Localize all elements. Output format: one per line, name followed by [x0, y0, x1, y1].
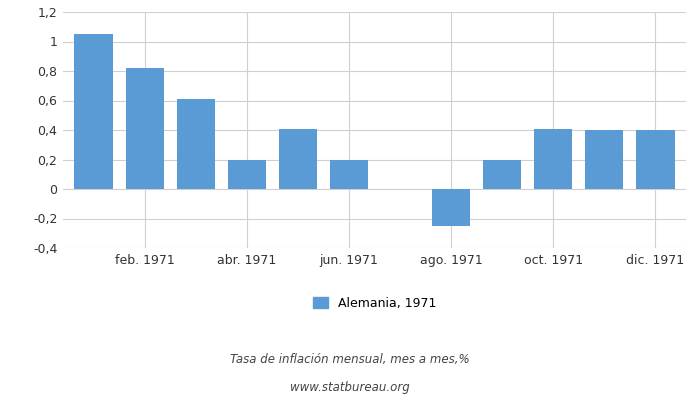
Bar: [636, 130, 675, 189]
Text: Tasa de inflación mensual, mes a mes,%: Tasa de inflación mensual, mes a mes,%: [230, 354, 470, 366]
Bar: [279, 128, 317, 189]
Bar: [534, 128, 573, 189]
Text: www.statbureau.org: www.statbureau.org: [290, 382, 410, 394]
Bar: [125, 68, 164, 189]
Bar: [432, 189, 470, 226]
Bar: [176, 99, 215, 189]
Bar: [483, 160, 522, 189]
Bar: [585, 130, 624, 189]
Legend: Alemania, 1971: Alemania, 1971: [313, 297, 436, 310]
Bar: [228, 160, 266, 189]
Bar: [74, 34, 113, 189]
Bar: [330, 160, 368, 189]
